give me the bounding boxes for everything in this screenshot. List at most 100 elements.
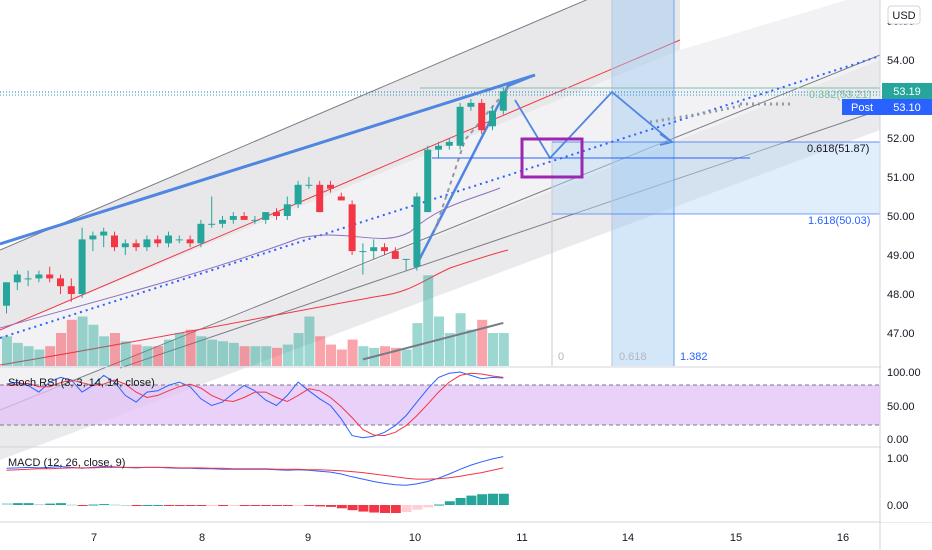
candle <box>132 239 140 252</box>
volume-bar <box>272 347 282 366</box>
projected-path <box>514 90 673 160</box>
volume-bar <box>99 336 110 366</box>
last-price-badge <box>882 83 932 99</box>
volume-bar <box>304 316 315 366</box>
time-tick-11: 11 <box>516 532 527 544</box>
post-label: Post <box>851 102 873 114</box>
macd-hist-bar <box>23 503 34 505</box>
volume-bar <box>434 316 444 366</box>
macd-hist-bar <box>282 505 293 506</box>
macd-hist-bar <box>293 505 304 506</box>
time-tick-14: 14 <box>622 532 634 544</box>
candle <box>78 227 86 298</box>
macd-hist-bar <box>347 505 358 511</box>
candle <box>57 274 64 294</box>
fib-extension-box <box>552 142 880 214</box>
candle <box>35 270 43 283</box>
macd-hist-bar <box>66 504 77 506</box>
volume-bar <box>174 333 185 366</box>
volume-bar <box>218 341 228 366</box>
volume-bar <box>153 346 164 366</box>
fib-label-1618: 1.618(50.03) <box>808 215 870 227</box>
macd-hist-bar <box>304 505 315 506</box>
macd-hist-bar <box>218 505 228 506</box>
volume-bar <box>164 339 174 366</box>
drawings[interactable] <box>0 55 881 366</box>
candle-body <box>154 239 162 244</box>
volume-bar <box>2 336 12 366</box>
fib-projection-boxes[interactable] <box>420 0 880 366</box>
time-zone-label-0: 0 <box>558 351 564 363</box>
candle <box>499 87 507 115</box>
post-price-badge <box>882 99 932 115</box>
price-scale[interactable]: 47.0048.0049.0050.0051.0052.0053.0054.00… <box>842 0 932 522</box>
candle-body <box>499 91 507 111</box>
candle-body <box>165 235 172 244</box>
volume-bar <box>77 316 88 366</box>
price-tick: 54.00 <box>887 55 915 67</box>
candle <box>445 138 453 150</box>
candle-body <box>370 247 378 252</box>
macd-pane[interactable]: MACD (12, 26, close, 9) <box>2 456 509 513</box>
macd-hist-bar <box>110 504 120 506</box>
macd-hist-bar <box>412 505 423 510</box>
stoch-rsi-pane[interactable]: Stoch RSI (3, 3, 14, 14, close) <box>0 371 880 439</box>
candle <box>13 270 21 291</box>
stoch-rsi-title: Stoch RSI (3, 3, 14, 14, close) <box>8 377 155 389</box>
time-axis[interactable]: 7 8 9 10 11 14 15 16 <box>91 532 849 544</box>
price-tick: 49.00 <box>887 250 915 262</box>
time-zone-label-1382: 1.382 <box>680 351 708 363</box>
candle <box>391 247 399 259</box>
volume-bar <box>315 336 326 366</box>
wedge-lower-line <box>413 73 536 269</box>
volume-bar <box>326 344 336 366</box>
volume-bar <box>120 341 131 366</box>
candle-body <box>35 274 43 279</box>
volume-bar <box>110 333 120 366</box>
macd-hist-bar <box>380 505 390 513</box>
candle-body <box>283 204 291 216</box>
volume-bar <box>293 333 304 366</box>
macd-hist-bar <box>455 497 466 505</box>
highlight-box[interactable] <box>520 137 584 179</box>
currency-button[interactable]: USD <box>887 5 921 25</box>
candle <box>208 196 216 228</box>
candle <box>381 243 388 255</box>
macd-hist-bar <box>88 504 99 506</box>
volume-bar <box>88 324 99 366</box>
candle <box>175 235 183 244</box>
candle <box>337 192 345 201</box>
volume-moving-average <box>362 321 504 361</box>
candle <box>273 208 280 220</box>
candle <box>24 270 32 287</box>
volume-bar <box>466 329 477 366</box>
macd-hist-bar <box>131 505 142 506</box>
macd-hist-bar <box>164 505 174 506</box>
macd-hist-bar <box>2 503 12 505</box>
stoch-tick-0: 0.00 <box>887 434 908 446</box>
macd-hist-bar <box>358 505 369 512</box>
candle-body <box>89 235 97 240</box>
candle-body <box>175 239 183 241</box>
macd-hist-bar <box>99 504 110 506</box>
candle-body <box>121 243 129 248</box>
candle-body <box>229 216 237 220</box>
volume-bar <box>185 329 196 366</box>
macd-hist-bar <box>12 503 23 505</box>
macd-hist-bar <box>77 505 88 506</box>
macd-hist-bar <box>488 493 498 505</box>
candle-body <box>424 149 432 213</box>
macd-signal-line <box>6 466 504 480</box>
candle-body <box>3 282 10 306</box>
macd-hist-bar <box>401 505 412 513</box>
candle <box>456 102 464 150</box>
candle <box>316 180 324 213</box>
candle <box>219 216 226 228</box>
volume-bar <box>66 319 77 366</box>
candle <box>478 99 486 135</box>
macd-hist-bar <box>498 493 509 505</box>
volume-bar <box>196 336 207 366</box>
macd-hist-bar <box>369 505 380 513</box>
candle-body <box>46 274 54 279</box>
